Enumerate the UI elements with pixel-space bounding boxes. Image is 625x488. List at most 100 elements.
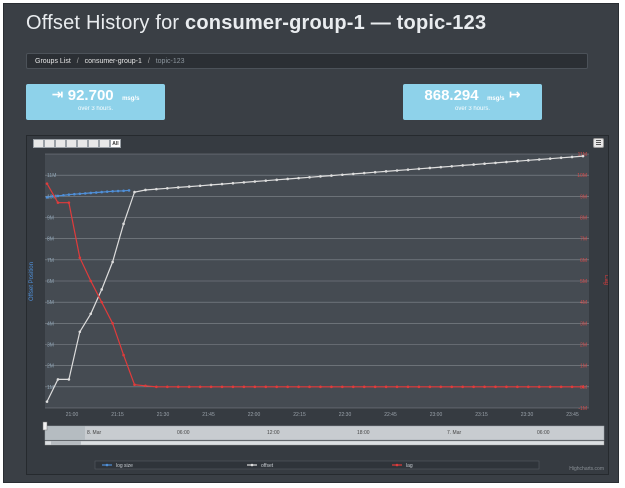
series-point-offset xyxy=(231,181,235,185)
legend-marker-log-size xyxy=(105,463,109,467)
series-point-offset xyxy=(45,400,49,403)
legend-marker-lag xyxy=(395,463,399,467)
series-line-log-size xyxy=(46,189,130,198)
series-point-offset xyxy=(395,169,399,172)
left-axis-tick-label: 11M xyxy=(47,173,56,179)
incoming-rate-period: over 3 hours. xyxy=(77,106,114,112)
series-point-lag xyxy=(384,385,388,389)
series-point-offset xyxy=(417,167,421,171)
series-point-log-size xyxy=(45,196,49,199)
series-point-offset xyxy=(187,185,191,188)
series-point-lag xyxy=(537,385,541,389)
left-axis-tick-label: 5M xyxy=(47,300,54,306)
series-point-lag xyxy=(559,385,563,389)
range-button-1[interactable] xyxy=(33,139,44,148)
right-axis-tick-label: -1M xyxy=(578,406,587,412)
series-point-lag xyxy=(253,385,257,389)
series-point-lag xyxy=(406,385,410,389)
incoming-rate-unit: msg/s xyxy=(122,96,140,102)
range-button-2[interactable] xyxy=(44,139,55,148)
breadcrumb-consumer-group[interactable]: consumer-group-1 xyxy=(84,58,142,65)
navigator-scrollbar[interactable] xyxy=(44,440,605,446)
legend-item-offset[interactable]: offset xyxy=(261,463,274,469)
breadcrumb-groups-list[interactable]: Groups List xyxy=(35,58,71,65)
series-point-lag xyxy=(264,385,268,389)
series-point-offset xyxy=(67,378,71,381)
sign-in-icon: ⇥ xyxy=(51,86,64,102)
range-button-3[interactable] xyxy=(55,139,66,148)
series-point-lag xyxy=(581,385,585,389)
title-group: consumer-group-1 xyxy=(185,12,365,34)
legend-item-log-size[interactable]: log size xyxy=(116,463,133,469)
breadcrumb-current-topic: topic-123 xyxy=(155,58,185,65)
navigator-selected-range xyxy=(45,426,85,440)
series-point-lag xyxy=(78,256,82,260)
series-point-lag xyxy=(209,385,213,389)
series-point-offset xyxy=(56,378,60,381)
navigator-tick-label: 06:00 xyxy=(537,430,550,436)
x-axis-tick-label: 23:30 xyxy=(521,412,534,418)
range-button-4[interactable] xyxy=(66,139,77,148)
series-point-lag xyxy=(45,182,49,185)
series-point-lag xyxy=(395,385,399,389)
series-point-offset xyxy=(100,288,103,291)
series-point-log-size xyxy=(73,192,76,196)
series-point-lag xyxy=(231,385,235,389)
breadcrumb-separator: / xyxy=(76,58,79,65)
series-point-log-size xyxy=(127,189,131,192)
left-axis-title: Offset Position xyxy=(29,262,35,301)
chart-legend xyxy=(94,460,540,470)
right-axis-tick-label: 4M xyxy=(580,300,587,306)
series-point-offset xyxy=(373,170,377,174)
chart-credit: Highcharts.com xyxy=(569,466,604,472)
offset-history-chart: All 11M10M9M8M7M6M5M4M3M2M1M11M10M9M8M7M… xyxy=(26,135,609,475)
app-window: Offset History for consumer-group-1 — to… xyxy=(3,3,619,483)
series-point-log-size xyxy=(83,192,87,195)
series-point-offset xyxy=(362,171,366,175)
series-point-offset xyxy=(122,222,125,226)
series-point-offset xyxy=(111,260,114,264)
range-button-6[interactable] xyxy=(88,139,99,148)
navigator-tick-label: 12:00 xyxy=(267,430,280,436)
x-axis-tick-label: 22:45 xyxy=(384,412,397,418)
series-point-offset xyxy=(319,175,322,178)
series-point-offset xyxy=(253,180,257,183)
left-axis-tick-label: 3M xyxy=(47,343,54,349)
range-button-5[interactable] xyxy=(77,139,88,148)
series-point-offset xyxy=(297,176,300,180)
legend-marker-offset xyxy=(250,463,254,467)
sign-out-icon: ↦ xyxy=(508,86,521,102)
series-point-lag xyxy=(373,385,377,389)
navigator-handle-left[interactable] xyxy=(42,421,48,431)
navigator-scrollbar-thumb[interactable] xyxy=(51,441,81,445)
series-point-lag xyxy=(67,201,71,204)
incoming-rate-value: 92.700 xyxy=(67,87,114,104)
x-axis-tick-label: 22:15 xyxy=(293,412,306,418)
range-button-all[interactable]: All xyxy=(110,139,121,148)
series-point-offset xyxy=(439,165,443,169)
outgoing-rate-period: over 3 hours. xyxy=(454,106,491,112)
x-axis-tick-label: 21:15 xyxy=(111,412,124,418)
left-axis-tick-label: 8M xyxy=(47,237,54,243)
chart-menu-icon[interactable] xyxy=(593,138,604,148)
range-button-7[interactable] xyxy=(99,139,110,148)
right-axis-tick-label: 3M xyxy=(580,321,587,327)
series-point-lag xyxy=(527,385,530,389)
right-axis-tick-label: 10M xyxy=(577,173,587,179)
legend-item-lag[interactable]: lag xyxy=(406,463,413,469)
series-point-offset xyxy=(384,170,388,173)
left-axis-tick-label: 4M xyxy=(47,321,54,327)
series-point-lag xyxy=(472,385,475,389)
series-point-lag xyxy=(308,385,311,389)
series-point-offset xyxy=(472,163,475,166)
title-topic: topic-123 xyxy=(396,12,487,34)
series-point-log-size xyxy=(56,194,60,198)
left-axis-tick-label: 9M xyxy=(47,216,54,222)
navigator-tick-label: 8. Mar xyxy=(87,430,102,436)
series-point-lag xyxy=(89,279,93,283)
series-point-offset xyxy=(286,177,289,181)
page-title: Offset History for consumer-group-1 — to… xyxy=(26,12,487,34)
series-point-offset xyxy=(166,186,169,190)
series-point-lag xyxy=(111,322,114,325)
chart-canvas: 11M10M9M8M7M6M5M4M3M2M1M11M10M9M8M7M6M5M… xyxy=(29,152,608,470)
